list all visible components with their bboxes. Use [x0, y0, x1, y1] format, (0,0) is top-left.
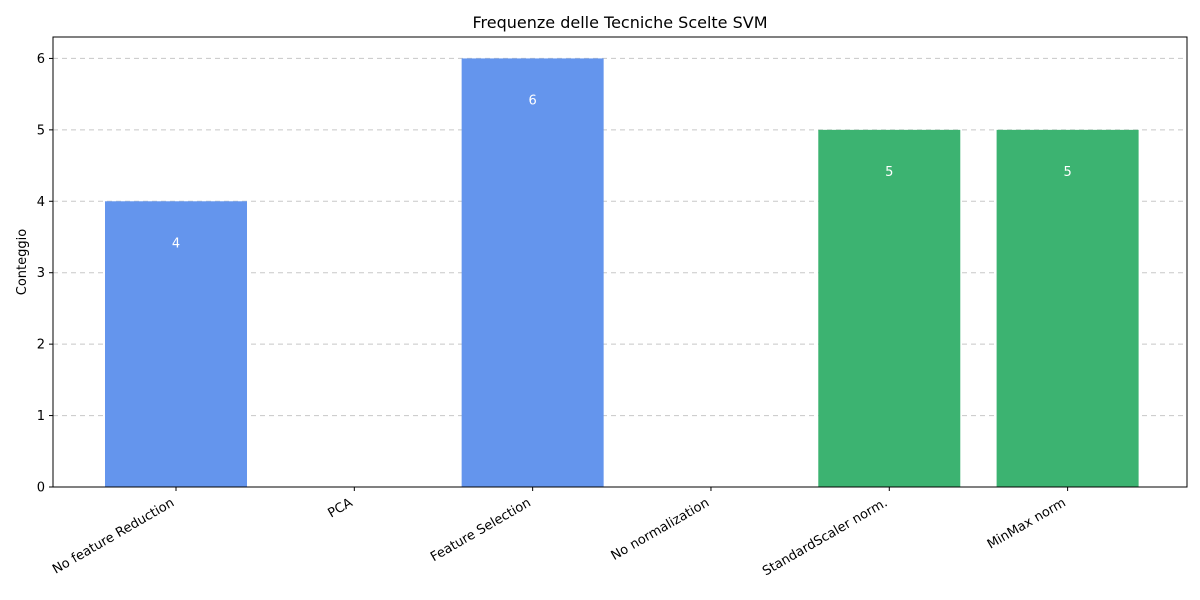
y-tick-label: 4 [37, 195, 45, 210]
x-axis-ticks: No feature Reduction PCA Feature Selection… [50, 487, 1069, 579]
x-tick-label: No normalization [609, 495, 712, 563]
bar-value-label: 6 [529, 93, 537, 108]
x-tick-label: Feature Selection [428, 495, 534, 565]
y-tick-label: 2 [37, 338, 45, 353]
bars [105, 58, 1139, 488]
x-tick-label: StandardScaler norm. [760, 495, 890, 579]
chart-title: Frequenze delle Tecniche Scelte SVM [472, 13, 767, 32]
y-axis-ticks: 0 1 2 3 4 5 6 [37, 52, 53, 496]
y-tick-label: 6 [37, 52, 45, 67]
y-tick-label: 0 [37, 481, 45, 496]
bar [818, 129, 961, 487]
y-tick-label: 1 [37, 409, 45, 424]
bar-value-label: 5 [1063, 165, 1071, 180]
x-tick-label: No feature Reduction [50, 495, 177, 577]
y-axis-label: Conteggio [15, 229, 30, 295]
y-tick-label: 5 [37, 123, 45, 138]
plot-frame [52, 36, 1188, 488]
bar-value-label: 5 [885, 165, 893, 180]
y-tick-label: 3 [37, 266, 45, 281]
bar [996, 129, 1139, 487]
x-tick-label: MinMax norm [985, 495, 1069, 552]
bar-value-label: 4 [172, 236, 180, 251]
x-tick-label: PCA [325, 495, 355, 521]
bar-value-labels: 4 6 5 5 [172, 93, 1072, 251]
bar [461, 58, 604, 488]
bar [105, 201, 247, 488]
